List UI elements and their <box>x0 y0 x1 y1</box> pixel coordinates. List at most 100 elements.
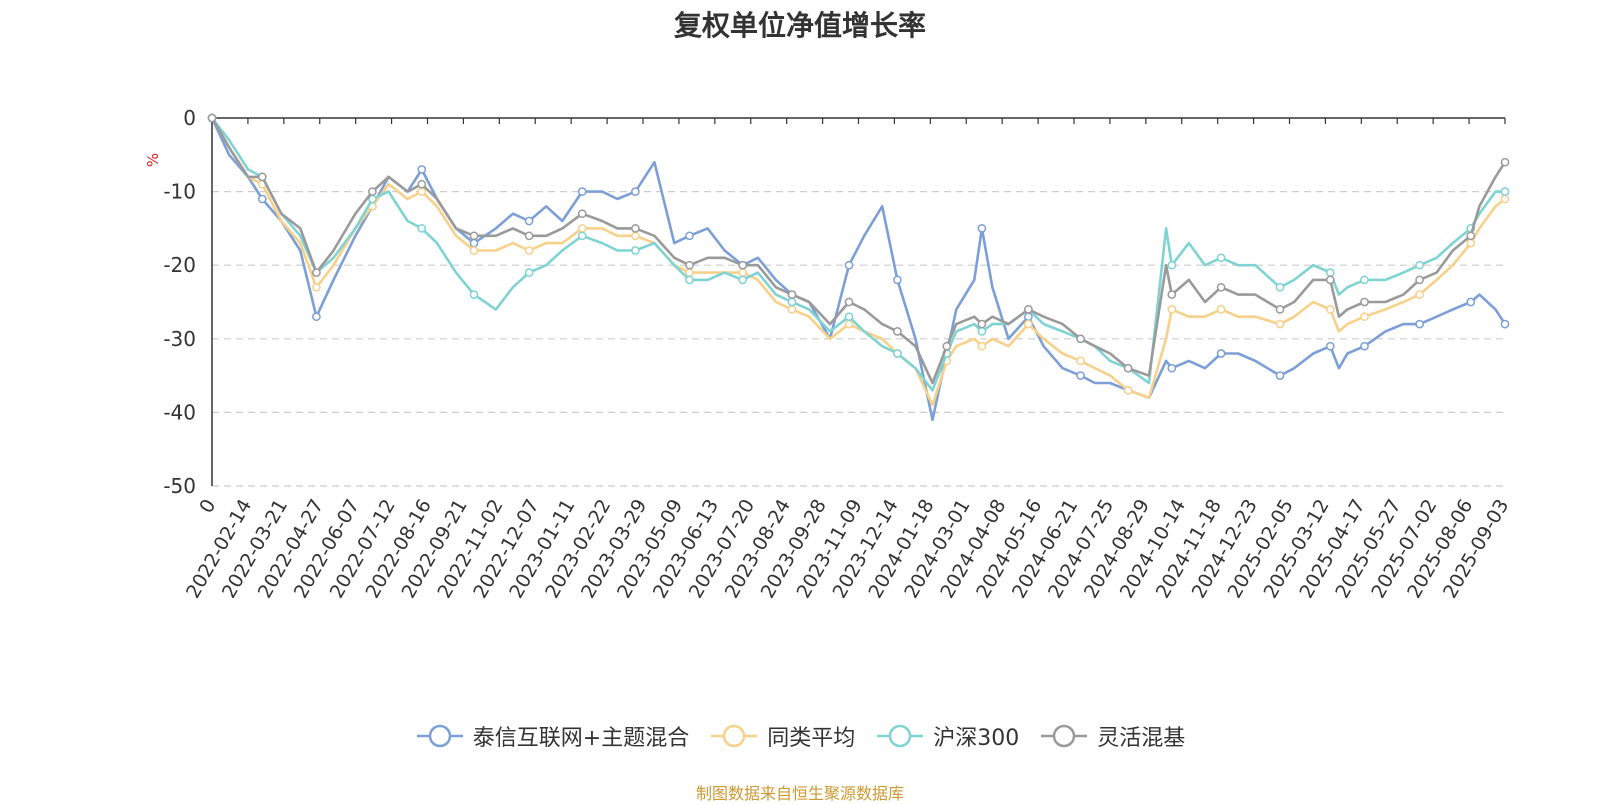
series-point <box>1325 305 1335 314</box>
series-point <box>631 224 640 233</box>
series-point <box>1123 363 1133 373</box>
series-point <box>1275 305 1285 314</box>
series-point <box>1275 371 1285 380</box>
series-point <box>1466 231 1476 241</box>
legend-item[interactable]: 泰信互联网+主题混合 <box>415 720 689 752</box>
series-point <box>1216 305 1226 314</box>
legend-label: 同类平均 <box>767 726 856 751</box>
legend-item[interactable]: 灵活混基 <box>1039 720 1185 752</box>
series-point <box>524 246 534 255</box>
series-point <box>1167 305 1177 314</box>
gridlines <box>212 191 1505 487</box>
series-point <box>631 231 640 241</box>
legend-marker <box>428 724 452 748</box>
chart-title: 复权单位净值增长率 <box>673 9 926 42</box>
series-point <box>469 238 479 248</box>
series-point <box>685 275 694 285</box>
series-point <box>977 224 987 233</box>
series-point <box>1076 334 1085 344</box>
series-line <box>210 117 1507 385</box>
series-point <box>1360 341 1369 351</box>
series-point <box>1076 356 1085 366</box>
series-point <box>844 260 854 270</box>
y-tick-label: 0 <box>183 106 196 130</box>
legend-line-circle-icon <box>711 724 758 748</box>
series-point <box>257 194 267 204</box>
series-point <box>977 341 987 351</box>
series-point <box>1325 268 1335 277</box>
series-point <box>1167 260 1177 270</box>
series-line <box>210 117 1507 422</box>
series-point <box>1466 297 1476 307</box>
series-point <box>1415 319 1424 329</box>
series-point <box>844 297 854 307</box>
legend-line-circle-icon <box>1041 724 1088 748</box>
series-point <box>685 231 694 241</box>
series-point <box>893 327 902 336</box>
series-point <box>417 187 427 196</box>
series-point <box>524 268 534 277</box>
series-point <box>787 290 797 299</box>
series-line <box>210 117 1505 392</box>
series-point <box>1167 363 1177 373</box>
series-point <box>893 275 902 285</box>
series-point <box>1275 282 1285 292</box>
legend-marker <box>888 724 912 748</box>
series-point <box>1500 319 1510 329</box>
series-line <box>210 117 1506 407</box>
series-point <box>738 275 748 285</box>
series-point <box>1466 238 1476 248</box>
series-point <box>844 312 854 322</box>
series-point <box>1123 385 1133 395</box>
series-point <box>1167 290 1177 299</box>
y-tick-label: -50 <box>163 474 196 498</box>
y-axis-unit-label: % <box>144 153 162 167</box>
series-point <box>1325 341 1335 351</box>
series-point <box>469 290 479 299</box>
legend-label: 沪深300 <box>933 726 1020 751</box>
series-point <box>1024 305 1033 314</box>
series-point <box>1415 275 1424 285</box>
series-point <box>1216 253 1226 263</box>
legend-marker <box>722 724 746 748</box>
series-point <box>524 216 534 226</box>
legend-label: 泰信互联网+主题混合 <box>472 726 690 751</box>
series-point <box>1216 282 1226 292</box>
series-point <box>685 260 694 270</box>
series-point <box>977 319 987 329</box>
series-point <box>893 349 902 358</box>
y-tick-label: -40 <box>163 400 196 424</box>
series-point <box>1024 312 1033 322</box>
series-point <box>1275 319 1285 329</box>
series-point <box>1325 275 1335 285</box>
series-point <box>1360 312 1369 322</box>
series-point <box>469 231 479 241</box>
series-point <box>977 327 987 336</box>
series-point <box>738 260 748 270</box>
series-lines <box>207 113 1510 422</box>
x-tick-label: 0 <box>195 496 220 517</box>
series-point <box>312 268 321 277</box>
series-point <box>577 187 587 196</box>
series-point <box>631 246 640 255</box>
series-point <box>312 312 321 322</box>
series-point <box>787 297 797 307</box>
series-point <box>469 246 479 255</box>
y-tick-label: -10 <box>163 180 196 204</box>
series-point <box>1415 290 1424 299</box>
series-point <box>577 231 587 241</box>
legend-item[interactable]: 同类平均 <box>709 720 855 752</box>
series-point <box>1500 194 1510 204</box>
series-point <box>368 187 377 196</box>
legend-item[interactable]: 沪深300 <box>875 720 1019 752</box>
series-point <box>207 113 217 123</box>
series-point <box>1500 187 1510 196</box>
series-point <box>1076 371 1085 380</box>
series-point <box>1360 275 1369 285</box>
series-point <box>631 187 640 196</box>
series-point <box>942 341 952 351</box>
legend-line-circle-icon <box>416 724 463 748</box>
series-point <box>1415 260 1424 270</box>
legend-label: 灵活混基 <box>1097 726 1186 751</box>
